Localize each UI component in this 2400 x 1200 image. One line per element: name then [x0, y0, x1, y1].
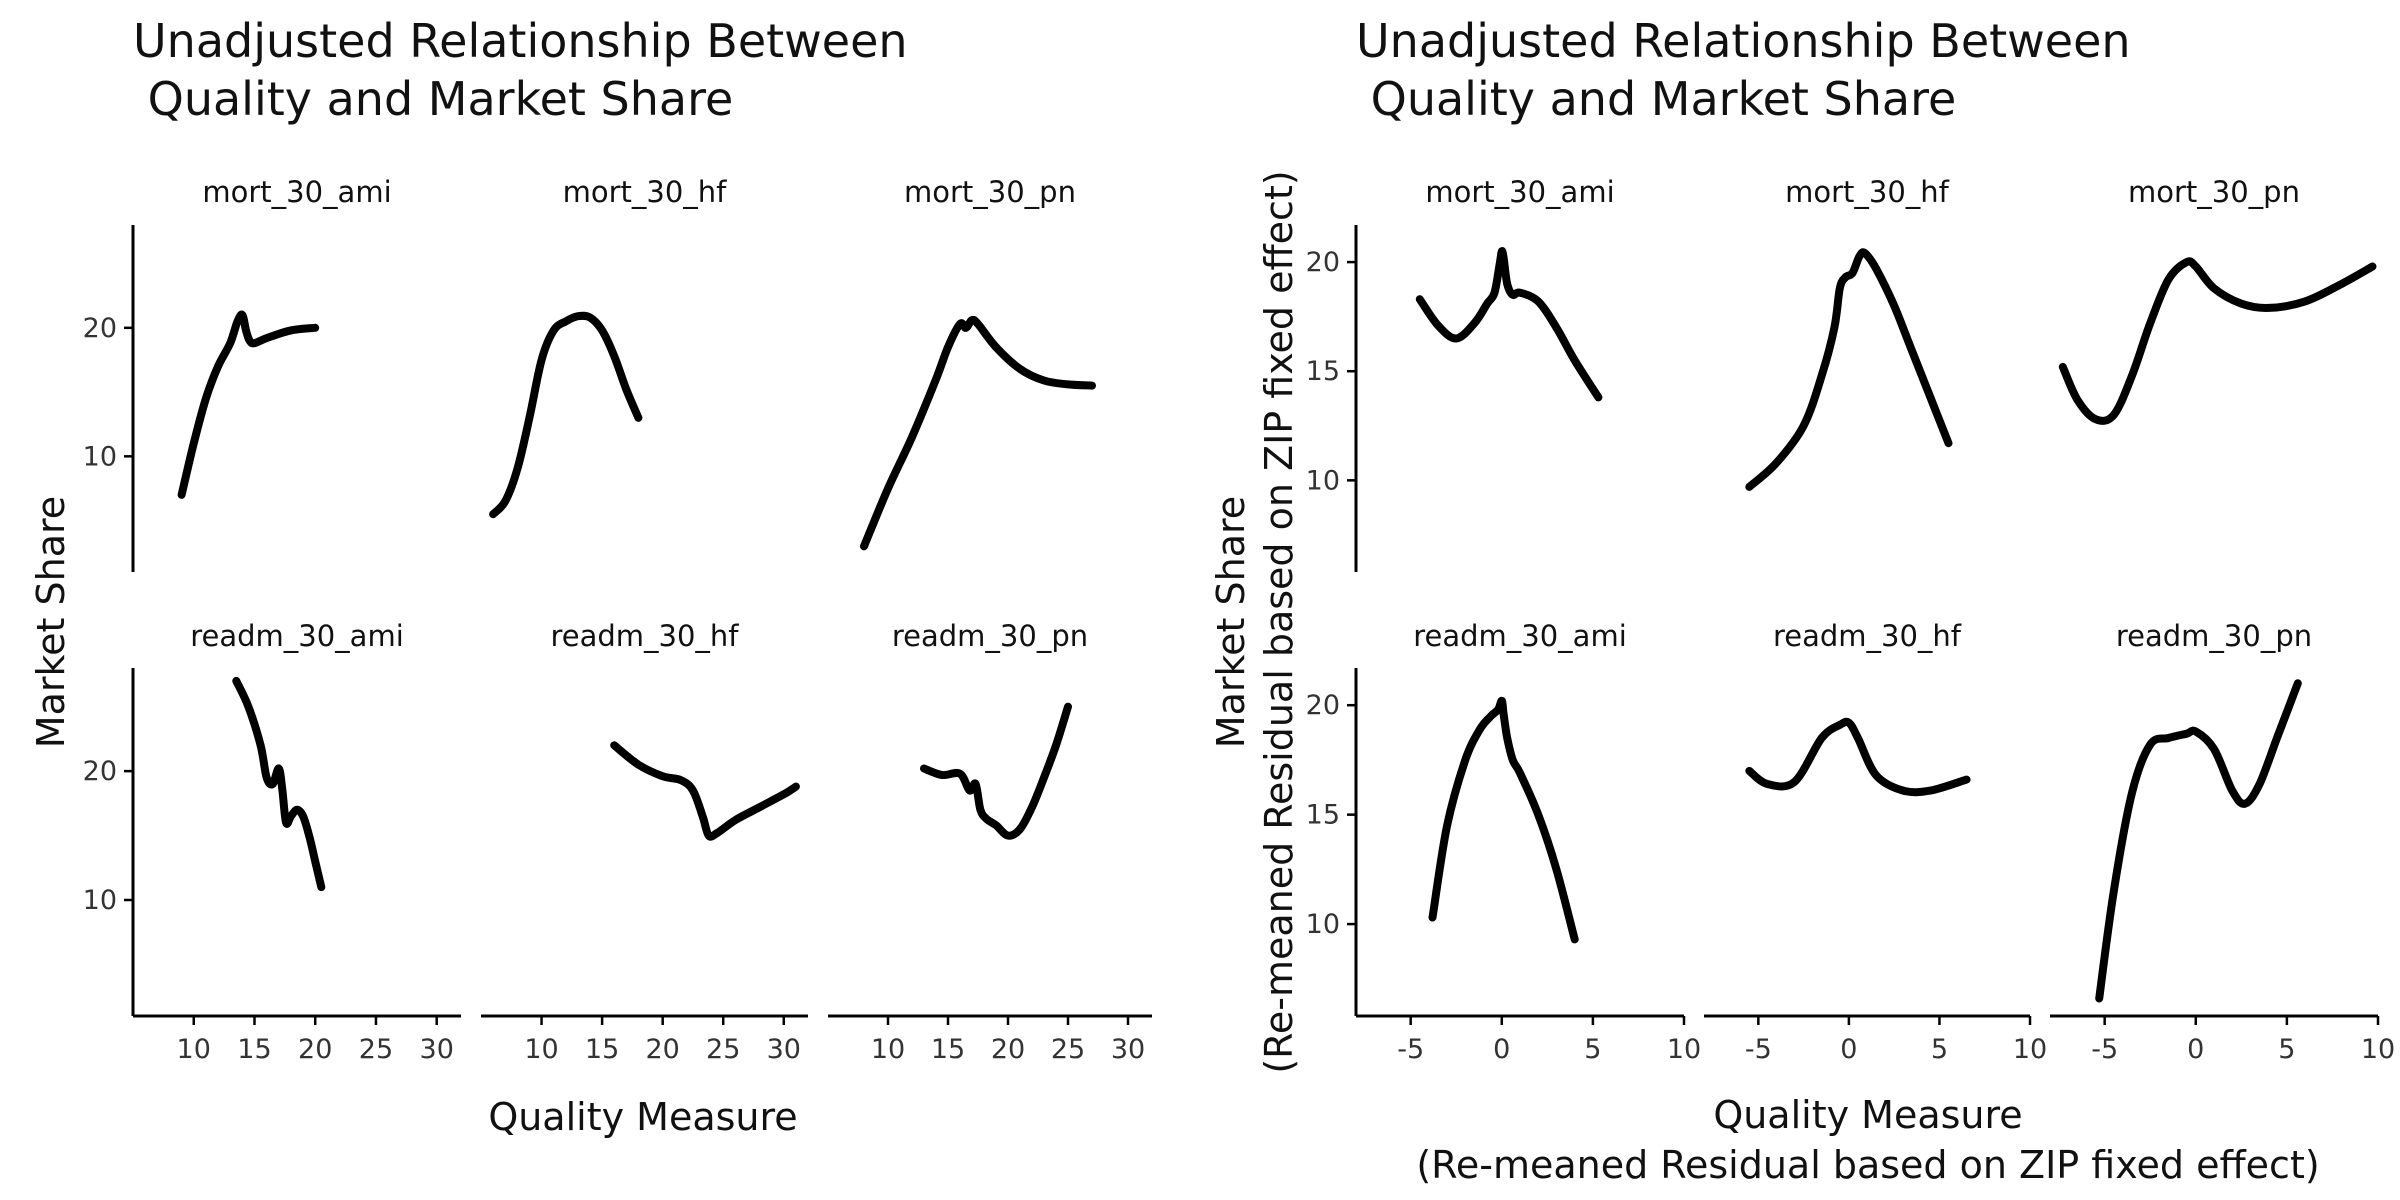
x-tick-label: 5 [1584, 1034, 1601, 1065]
strip-label: readm_30_hf [1773, 619, 1962, 653]
x-tick-label: 30 [767, 1034, 801, 1065]
panel-mort_30_pn: mort_30_pn [860, 175, 1096, 551]
x-tick-label: -5 [2091, 1034, 2118, 1065]
series-line-mort_30_ami [1415, 247, 1603, 402]
x-tick-label: 25 [359, 1034, 393, 1065]
x-tick-label: 5 [1931, 1034, 1948, 1065]
x-tick-label: 10 [1667, 1034, 1701, 1065]
x-tick-label: 10 [2361, 1034, 2395, 1065]
series-line-mort_30_pn [860, 315, 1096, 551]
panel-readm_30_ami: readm_30_ami 10 20 10 15 20 25 30 [83, 619, 461, 1065]
x-tick-label: 20 [991, 1034, 1025, 1065]
panel-mort_30_pn: mort_30_pn [2058, 175, 2377, 425]
y-tick-label: 10 [83, 441, 117, 472]
x-axis-label: Quality Measure (Re-meaned Residual based… [1416, 1093, 2319, 1187]
panel-mort_30_ami: mort_30_ami 10 20 [83, 175, 392, 572]
x-tick-label: 0 [1493, 1034, 1510, 1065]
series-line-mort_30_hf [489, 311, 643, 519]
y-axis-label-text: Market Share [29, 496, 73, 748]
x-tick-label: 20 [298, 1034, 332, 1065]
right-chart: Unadjusted Relationship Between Quality … [1209, 14, 2395, 1187]
strip-label: readm_30_hf [550, 619, 739, 653]
strip-label: mort_30_ami [1425, 175, 1614, 209]
x-axis-label: Quality Measure [488, 1095, 797, 1139]
x-tick-label: -5 [1397, 1034, 1424, 1065]
strip-label: mort_30_hf [1785, 175, 1950, 209]
panel-readm_30_ami: readm_30_ami 10 15 20 -5 0 5 10 [1306, 619, 1702, 1065]
y-axis-label: Market Share (Re-meaned Residual based on… [1209, 170, 1301, 1073]
x-tick-label: 5 [2278, 1034, 2295, 1065]
panel-readm_30_pn: readm_30_pn 10 15 20 25 30 [828, 619, 1152, 1065]
x-tick-label: 0 [1840, 1034, 1857, 1065]
x-tick-label: 15 [585, 1034, 619, 1065]
y-axis-label: Market Share [29, 496, 73, 748]
series-line-mort_30_pn [2058, 257, 2377, 425]
panel-mort_30_hf: mort_30_hf [489, 175, 728, 519]
series-line-readm_30_pn [2095, 679, 2302, 1003]
panel-mort_30_hf: mort_30_hf [1745, 175, 1953, 491]
y-tick-label: 20 [83, 313, 117, 344]
strip-label: readm_30_ami [1413, 619, 1627, 653]
y-tick-label: 10 [83, 885, 117, 916]
panel-readm_30_pn: readm_30_pn -5 0 5 10 [2050, 619, 2395, 1065]
strip-label: readm_30_ami [190, 619, 404, 653]
y-tick-label: 15 [1306, 356, 1340, 387]
x-tick-label: 10 [524, 1034, 558, 1065]
series-line-readm_30_hf [610, 741, 800, 841]
y-tick-label: 15 [1306, 800, 1340, 831]
chart-title: Unadjusted Relationship Between Quality … [1356, 14, 2131, 126]
y-tick-label: 20 [1306, 690, 1340, 721]
y-tick-label: 10 [1306, 465, 1340, 496]
panel-readm_30_hf: readm_30_hf 10 15 20 25 30 [481, 619, 808, 1065]
series-line-readm_30_pn [920, 702, 1072, 840]
left-chart: Unadjusted Relationship Between Quality … [29, 14, 1152, 1139]
x-tick-label: 0 [2187, 1034, 2204, 1065]
y-axis-label-text: Market Share (Re-meaned Residual based on… [1209, 170, 1301, 1073]
x-tick-label: 15 [237, 1034, 271, 1065]
strip-label: readm_30_pn [2116, 619, 2312, 653]
y-tick-label: 20 [1306, 247, 1340, 278]
series-line-readm_30_ami [1428, 696, 1579, 944]
chart-title: Unadjusted Relationship Between Quality … [133, 14, 908, 126]
series-line-mort_30_hf [1745, 248, 1953, 491]
strip-label: mort_30_pn [2128, 175, 2300, 209]
x-tick-label: 20 [645, 1034, 679, 1065]
strip-label: mort_30_pn [904, 175, 1076, 209]
panel-mort_30_ami: mort_30_ami 10 15 20 [1306, 175, 1615, 572]
x-tick-label: 30 [1111, 1034, 1145, 1065]
x-tick-label: 30 [420, 1034, 454, 1065]
x-tick-label: 25 [1051, 1034, 1085, 1065]
strip-label: readm_30_pn [892, 619, 1088, 653]
x-tick-label: -5 [1745, 1034, 1772, 1065]
y-tick-label: 20 [83, 756, 117, 787]
strip-label: mort_30_hf [563, 175, 728, 209]
series-line-mort_30_ami [177, 310, 320, 499]
x-tick-label: 10 [177, 1034, 211, 1065]
strip-label: mort_30_ami [202, 175, 391, 209]
series-line-readm_30_ami [232, 676, 326, 892]
x-tick-label: 25 [706, 1034, 740, 1065]
x-tick-label: 10 [871, 1034, 905, 1065]
series-line-readm_30_hf [1745, 717, 1971, 797]
y-tick-label: 10 [1306, 909, 1340, 940]
panel-readm_30_hf: readm_30_hf -5 0 5 10 [1704, 619, 2047, 1065]
x-tick-label: 10 [2013, 1034, 2047, 1065]
x-tick-label: 15 [931, 1034, 965, 1065]
